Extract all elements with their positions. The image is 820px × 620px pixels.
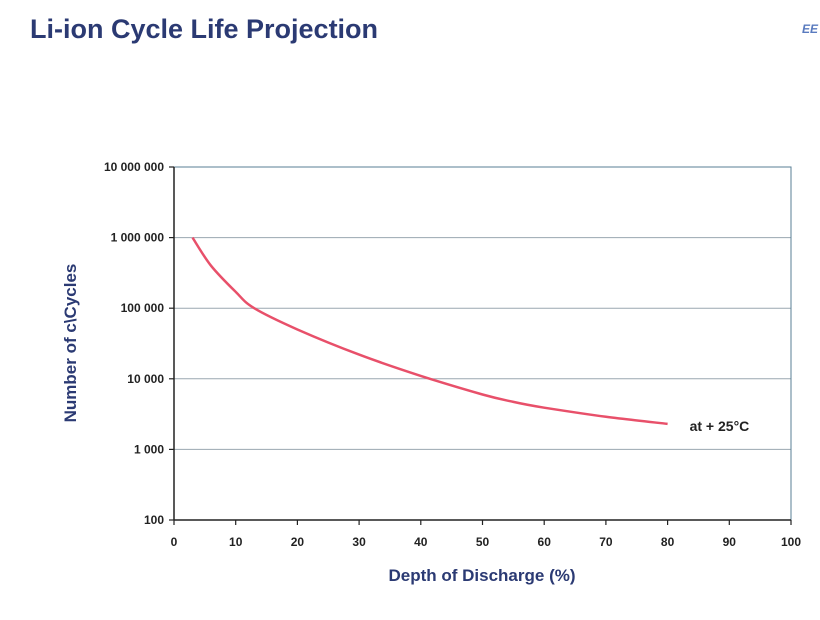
y-tick-label: 10 000 000 [104,160,164,174]
y-tick-labels: 100 1 000 10 000 100 000 1 000 000 10 000 000 [104,160,164,527]
series-label: at + 25°C [690,418,750,434]
y-tick-label: 100 [144,513,164,527]
series-line [191,236,668,426]
x-tick-label: 80 [661,535,675,549]
x-tick-labels: 0 10 20 30 40 50 60 70 80 90 100 [171,535,802,549]
x-tick-label: 60 [538,535,552,549]
grid-lines [174,237,791,450]
x-tick-label: 20 [291,535,305,549]
corner-mark: EE [801,22,818,36]
y-tick-label: 1 000 [134,442,164,456]
y-tick-label: 10 000 [127,372,164,386]
y-tick-label: 100 000 [121,301,165,315]
page-title: Li-ion Cycle Life Projection [30,14,379,44]
tick-marks [169,166,792,525]
x-tick-label: 40 [414,535,428,549]
x-tick-label: 90 [723,535,737,549]
x-tick-label: 50 [476,535,490,549]
x-tick-label: 0 [171,535,178,549]
x-tick-label: 100 [781,535,801,549]
x-tick-label: 70 [599,535,613,549]
x-axis-title: Depth of Discharge (%) [388,566,575,585]
plot-frame [173,166,792,521]
y-tick-label: 1 000 000 [111,231,165,245]
x-tick-label: 10 [229,535,243,549]
x-tick-label: 30 [352,535,366,549]
y-axis-title: Number of c\Cycles [61,264,80,423]
